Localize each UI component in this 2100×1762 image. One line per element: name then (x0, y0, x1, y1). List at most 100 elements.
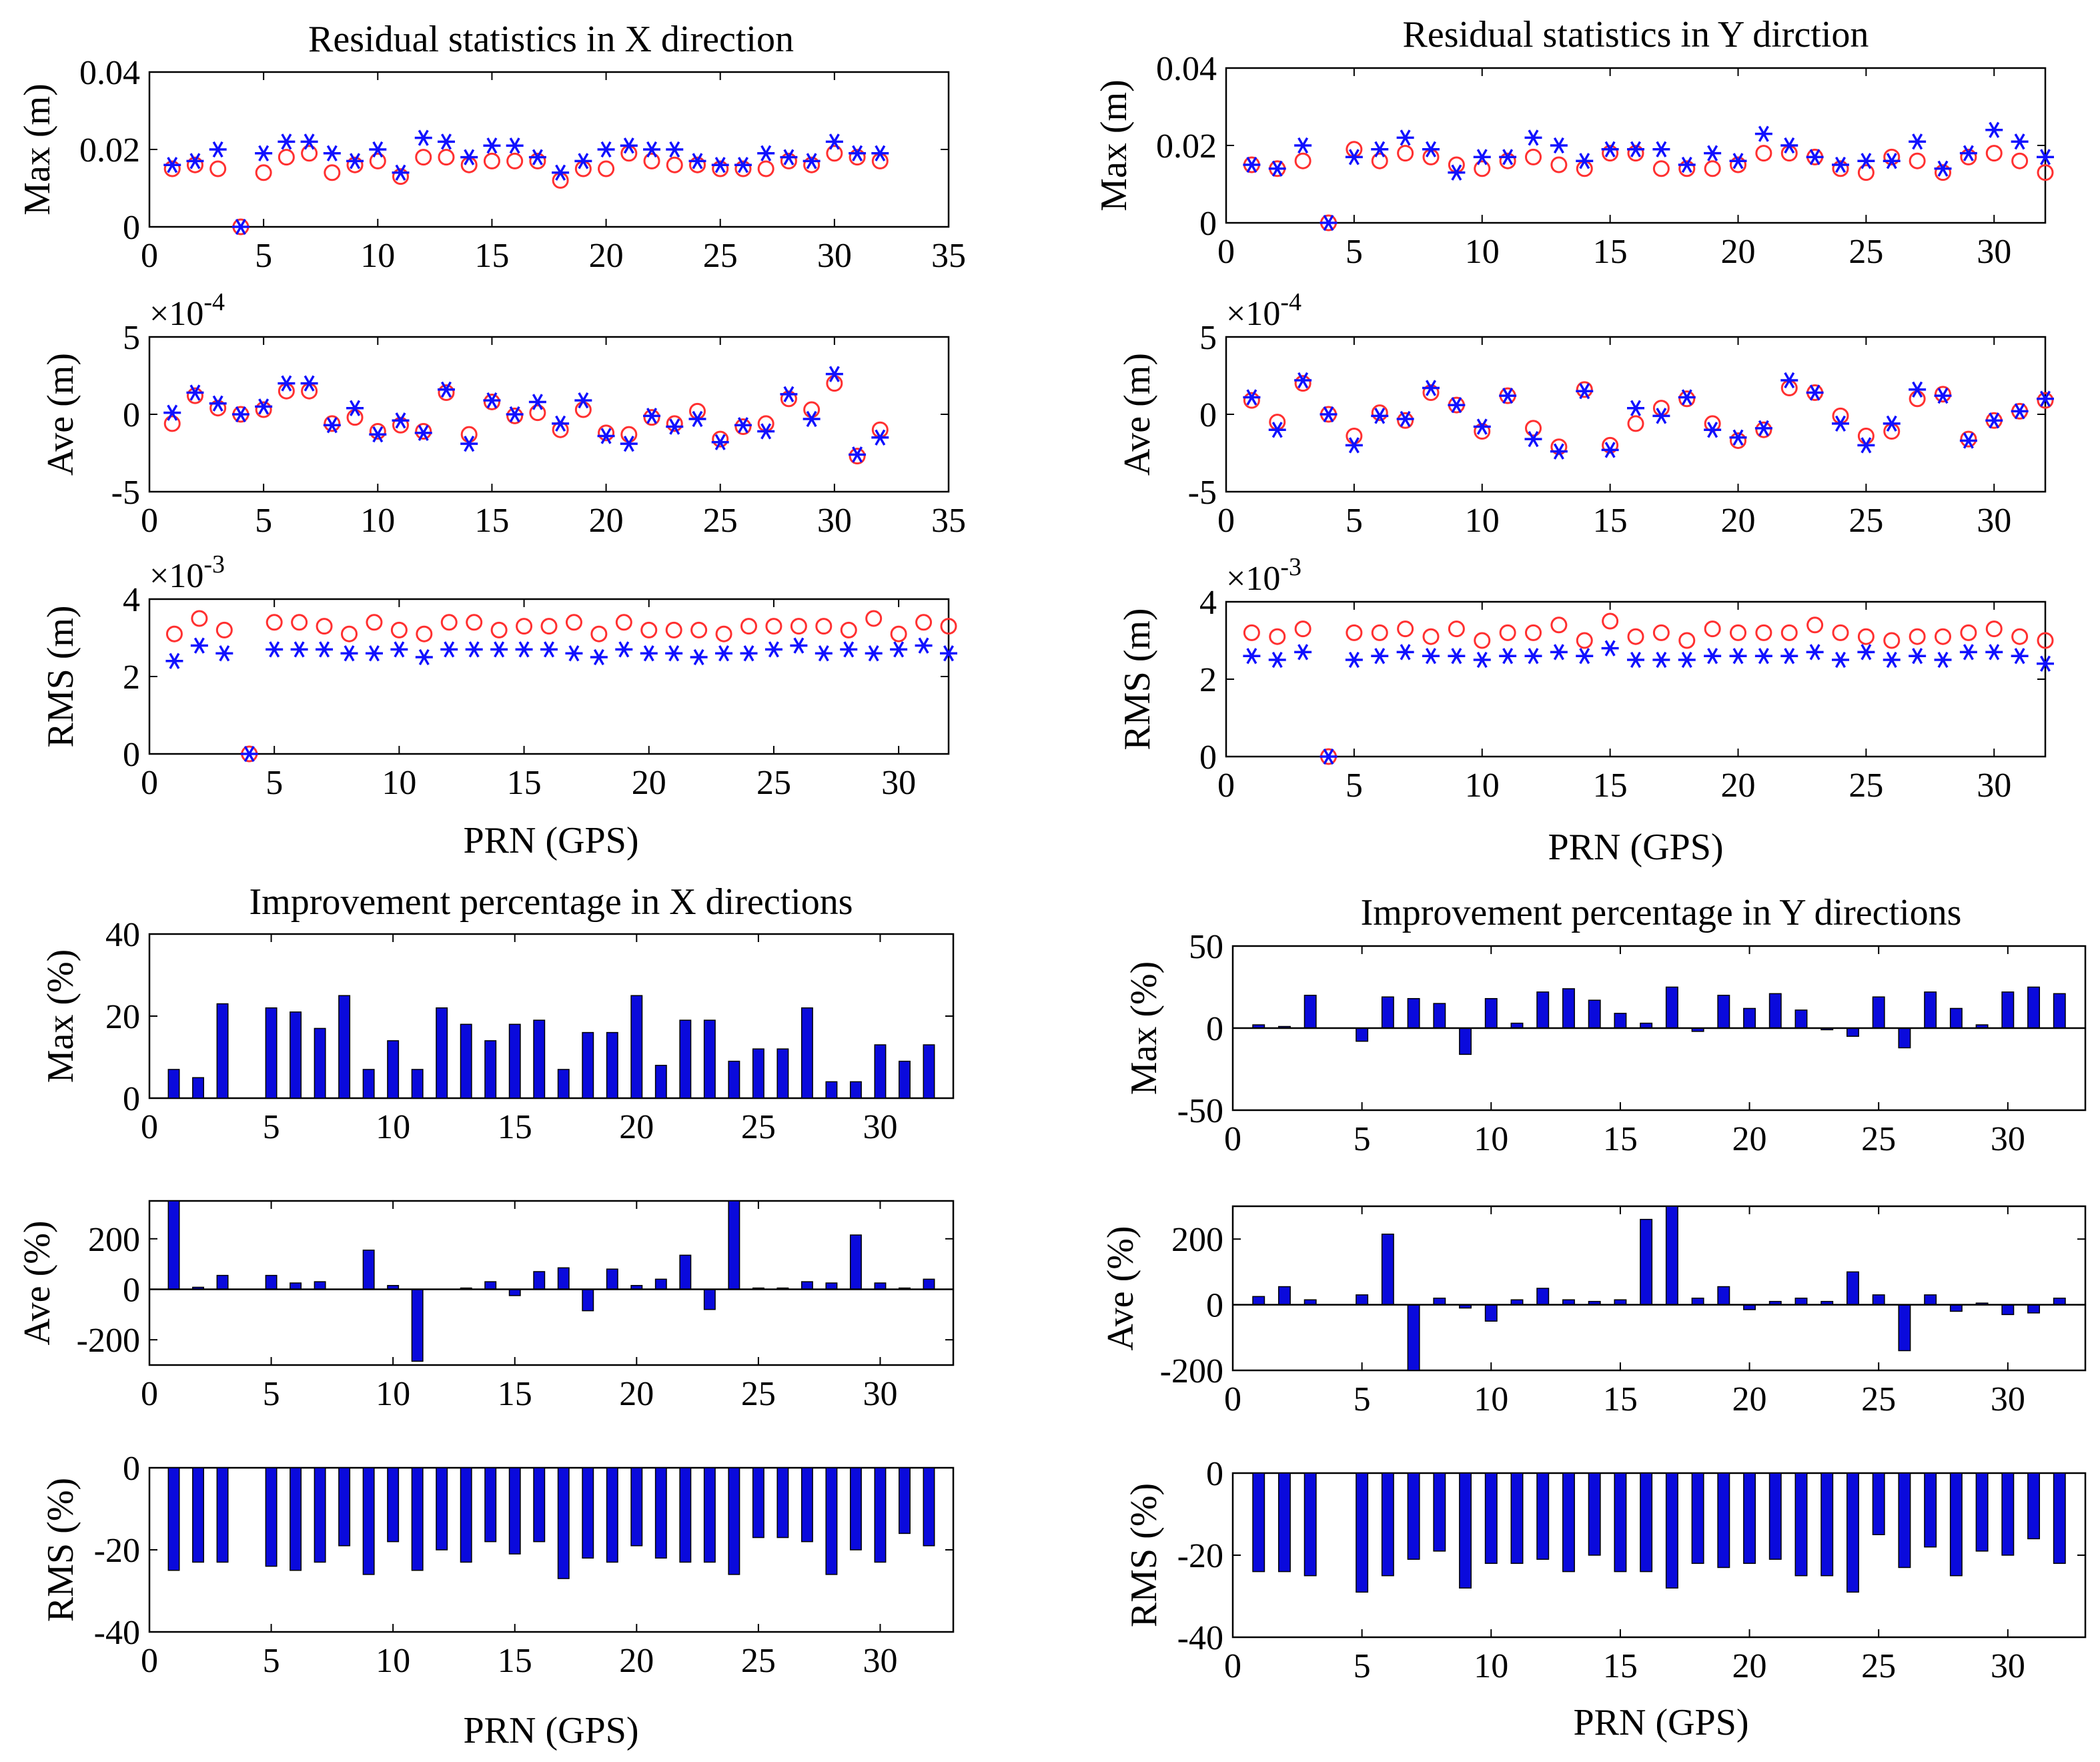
x_max-star-stroke (555, 164, 566, 181)
x_ave-xtick-label: 5 (255, 502, 272, 540)
y_rms-star-point (1832, 651, 1849, 669)
x_max-star-stroke (350, 153, 361, 169)
yi_max-bar (1949, 1007, 1963, 1029)
xi_rms-bar (167, 1467, 180, 1571)
y_rms-circle-point (1448, 620, 1465, 638)
yi_ave-bar (1794, 1298, 1808, 1306)
x_max-star-stroke (623, 137, 634, 154)
xi_rms-bar (752, 1467, 764, 1538)
x_rms-circle-point (865, 610, 883, 627)
xi_rms-bar (606, 1467, 618, 1563)
x_ave-star-stroke (212, 395, 223, 412)
yi_rms-bar (1717, 1472, 1730, 1569)
xi_max-bar (314, 1027, 326, 1099)
x_rms-star-point (840, 641, 858, 658)
yi_max-bar (1536, 991, 1550, 1029)
y_max-star-point (2011, 133, 2029, 150)
xi_rms-bar (508, 1467, 521, 1555)
y_max-chart: 0 5 10 15 20 25 30 0 0.02 0.04 Max (m) (1093, 50, 2054, 271)
y_rms-circle-point (1627, 628, 1644, 645)
xi_rms-bar (825, 1467, 838, 1575)
x_ave-circle-point (301, 382, 318, 400)
x_ave-circle-point (438, 384, 455, 402)
y_max-star-stroke (1451, 164, 1462, 181)
y_ave-star-point (1550, 443, 1568, 460)
x_max-star-point (643, 141, 661, 158)
y_rms-star-stroke (1834, 651, 1847, 669)
yi_ave-bar (1484, 1304, 1498, 1322)
x_max-circle-point (734, 160, 752, 177)
yi_max-bar (1588, 999, 1601, 1029)
y-improvement-xlabel: PRN (GPS) (1574, 1702, 1749, 1743)
y_ave-star-stroke (1553, 443, 1564, 460)
x_rms-star-stroke (193, 637, 205, 654)
x_ave-circle-point (460, 426, 478, 443)
yi_rms-bar (1872, 1472, 1885, 1535)
y_max-circle-point (1525, 148, 1542, 165)
x_ave-star-stroke (326, 417, 338, 434)
y_ave-circle-point (1935, 386, 1951, 403)
x_ave-star-stroke (395, 412, 406, 429)
x_max-circle-point (415, 149, 432, 166)
x_rms-circle-point (440, 614, 458, 631)
y_rms-star-stroke (1630, 651, 1642, 669)
yi_ave-bar (1407, 1304, 1420, 1371)
x_max-circle-point (163, 160, 181, 177)
x_ave-star-point (209, 395, 227, 412)
y_max-star-stroke (1425, 141, 1437, 157)
x_rms-star-point (615, 641, 633, 658)
y_ave-circle-point (1346, 427, 1363, 444)
yi_max-ytick-label: 0 (1206, 1010, 1223, 1048)
yi_rms-bar (1303, 1472, 1317, 1577)
xi_max-bar (362, 1069, 375, 1099)
yi_rms-xtick-label: 30 (1991, 1647, 2025, 1685)
xi_rms-bar (314, 1467, 326, 1563)
x_ave-xtick-label: 0 (141, 502, 158, 540)
x_ave-star-point (460, 435, 478, 452)
y_ave-xtick-label: 25 (1849, 502, 1883, 540)
yi_rms-bar (1459, 1472, 1472, 1589)
y_rms-star-stroke (1271, 651, 1283, 669)
x_rms-circle-point (366, 614, 383, 631)
yi_rms-bar (1381, 1472, 1394, 1577)
y_rms-star-stroke (1425, 648, 1437, 665)
x_rms-star-point (365, 645, 383, 662)
x_ave-star-point (483, 392, 501, 409)
x_ave-circle-point (666, 415, 683, 432)
y_rms-star-stroke (1886, 651, 1897, 669)
yi_rms-chart: 0 5 10 15 20 25 30 -40 -20 0 RMS (%) (1123, 1455, 2087, 1685)
y_rms-star-point (1499, 648, 1517, 665)
y_rms-star-stroke (1656, 651, 1667, 669)
y_rms-star-stroke (1246, 648, 1257, 665)
y_rms-star-point (1243, 648, 1261, 665)
x_rms-circle-point (590, 625, 608, 642)
x_max-star-point (849, 145, 867, 161)
x_ave-circle-point (506, 407, 524, 424)
y_max-circle-point (1935, 164, 1951, 181)
xi_max-bar (338, 995, 351, 1099)
x_ave-circle-point (163, 415, 181, 432)
y_rms-circle-point (1755, 624, 1772, 641)
x_ave-star-point (552, 415, 570, 432)
x_max-star-point (255, 145, 273, 161)
y_max-ytick-label: 0.02 (1156, 127, 1217, 165)
yi_rms-bar (1277, 1472, 1291, 1573)
x_max-circle-point (529, 152, 546, 169)
x_max-circle-point (552, 171, 569, 189)
x_max-star-point (528, 149, 546, 165)
x_ave-star-stroke (600, 428, 612, 444)
x_max-xtick-label: 25 (703, 237, 738, 275)
y_ave-star-stroke (1246, 389, 1257, 406)
y_ave-circle-point (1243, 392, 1260, 409)
x_max-circle-point (392, 168, 410, 185)
x_max-star-point (803, 153, 821, 169)
xi_ave-bar (606, 1268, 618, 1290)
y_rms-ytick-label: 4 (1199, 584, 1217, 622)
xi_ave-bar (508, 1288, 521, 1296)
xi_rms-bar (654, 1467, 667, 1559)
y_ave-star-stroke (2014, 403, 2025, 420)
xi_ave-xtick-label: 0 (141, 1375, 158, 1413)
yi_rms-bar (1743, 1472, 1756, 1565)
x_rms-xtick-label: 0 (141, 764, 158, 802)
yi_ave-bar (2027, 1304, 2041, 1314)
